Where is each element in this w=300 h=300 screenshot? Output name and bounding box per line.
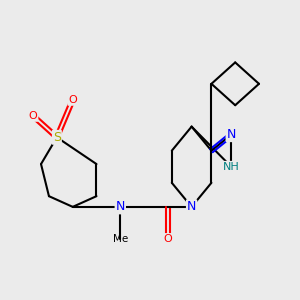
- Text: O: O: [29, 111, 38, 121]
- Text: O: O: [68, 95, 77, 105]
- Text: N: N: [116, 200, 125, 213]
- Text: NH: NH: [223, 162, 240, 172]
- Text: Me: Me: [113, 234, 128, 244]
- Text: N: N: [187, 200, 196, 213]
- Text: N: N: [226, 128, 236, 141]
- Text: O: O: [164, 234, 172, 244]
- Text: S: S: [53, 131, 61, 144]
